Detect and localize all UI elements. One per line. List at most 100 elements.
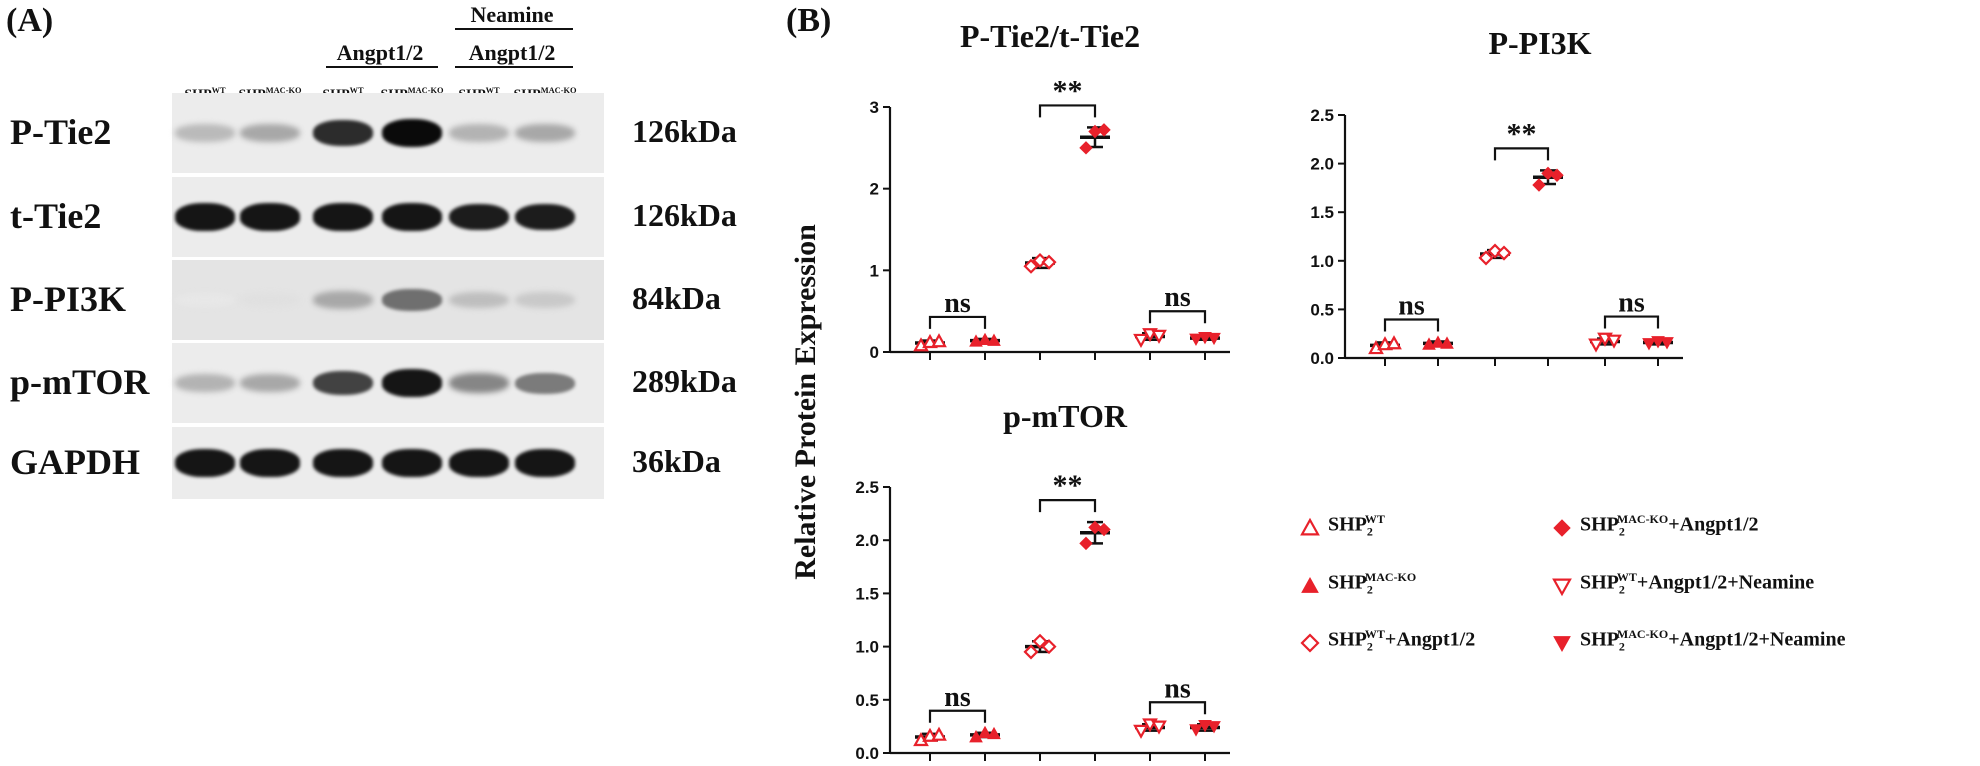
group-neamine-line (455, 28, 573, 30)
legend-marker (1300, 517, 1320, 536)
group-angpt-line (326, 66, 438, 68)
y-tick-label: 2.5 (1310, 106, 1334, 125)
legend-item: SHP2MAC-KO+Angpt1/2+Neamine (1580, 627, 1846, 654)
legend-item: SHP2WT+Angpt1/2+Neamine (1580, 570, 1815, 597)
blot-band (313, 203, 373, 231)
significance-bracket (1038, 104, 1097, 118)
chart-2-title: P-PI3K (1488, 25, 1592, 61)
y-tick-label: 0.0 (855, 744, 879, 763)
legend-marker (1301, 576, 1319, 593)
legend-item: SHP2MAC-KO+Angpt1/2 (1580, 512, 1759, 539)
data-point (987, 726, 1001, 740)
data-point (1088, 520, 1102, 535)
data-point (1642, 338, 1656, 351)
significance-label: ns (1618, 288, 1645, 319)
group-angpt-label: Angpt1/2 (336, 40, 424, 65)
data-point (1041, 639, 1057, 655)
blot-name-3: p-mTOR (10, 362, 150, 402)
blot-band (382, 449, 442, 477)
blot-band (240, 449, 300, 477)
blot-strip (172, 427, 604, 499)
blot-band (240, 123, 300, 143)
data-point (1541, 166, 1555, 181)
data-point (1440, 336, 1454, 349)
data-point (1189, 724, 1203, 737)
y-tick-label: 1.0 (1310, 252, 1334, 271)
y-tick-label: 0 (870, 343, 879, 362)
blot-band (449, 372, 509, 394)
data-point (1032, 633, 1048, 649)
legend-item: SHP2WT (1328, 512, 1385, 539)
blot-name-1: t-Tie2 (10, 196, 102, 236)
data-point (1588, 338, 1604, 353)
data-point (1079, 536, 1093, 551)
data-point (978, 332, 992, 346)
blot-name-0: P-Tie2 (10, 112, 112, 152)
blot-name-2: P-PI3K (10, 279, 126, 319)
chart-3-title: p-mTOR (1003, 398, 1127, 434)
significance-bracket (1603, 315, 1660, 329)
data-point (978, 725, 992, 739)
blot-band (313, 120, 373, 146)
blot-band (175, 124, 235, 142)
y-tick-label: 1.5 (1310, 203, 1334, 222)
group-neamine-label: Neamine (470, 2, 554, 27)
significance-bracket (928, 315, 987, 329)
blot-strip (172, 260, 604, 340)
y-tick-label: 1.5 (855, 584, 879, 603)
data-point (931, 333, 947, 348)
data-point (1496, 245, 1512, 261)
blot-band (382, 203, 442, 231)
data-point (1198, 720, 1212, 733)
data-point (1079, 141, 1093, 155)
data-point (1478, 250, 1494, 266)
blot-band (515, 123, 575, 143)
y-tick-label: 2 (870, 180, 879, 199)
data-point (931, 726, 947, 741)
blot-band (175, 292, 235, 308)
data-point (1097, 522, 1111, 537)
significance-label: ns (944, 682, 971, 713)
blot-strip (172, 343, 604, 423)
blot-band (382, 289, 442, 311)
data-point (987, 333, 1001, 346)
data-point (1189, 333, 1203, 346)
data-point (1151, 720, 1167, 735)
y-tick-label: 2.0 (1310, 155, 1334, 174)
significance-bracket (1038, 499, 1097, 513)
blot-band (382, 369, 442, 397)
data-point (969, 730, 983, 743)
data-point (1550, 168, 1564, 182)
group-neamine-angpt-label: Angpt1/2 (468, 40, 556, 65)
data-point (1023, 644, 1039, 660)
blot-kda-2: 84kDa (632, 280, 721, 316)
blot-band (449, 203, 509, 231)
significance-label: ns (1164, 673, 1191, 704)
group-neamine-angpt-line (455, 66, 573, 68)
blot-band (515, 449, 575, 477)
significance-label: ** (1053, 74, 1083, 107)
blot-band (449, 124, 509, 142)
data-point (1660, 337, 1674, 350)
legend-item: SHP2MAC-KO (1328, 570, 1417, 597)
data-point (1041, 254, 1057, 270)
blot-band (515, 291, 575, 309)
legend-marker (1553, 519, 1571, 537)
data-point (1151, 329, 1167, 344)
data-point (1133, 333, 1149, 349)
y-tick-label: 1 (870, 261, 879, 280)
y-tick-label: 0.5 (855, 691, 879, 710)
data-point (1207, 332, 1221, 346)
data-point (969, 334, 983, 347)
data-point (1023, 258, 1039, 274)
y-tick-label: 2.0 (855, 531, 879, 550)
data-point (1133, 724, 1149, 739)
blot-strip (172, 177, 604, 257)
legend-marker (1552, 578, 1572, 597)
significance-label: ** (1053, 469, 1083, 502)
legend-marker (1553, 636, 1571, 653)
y-tick-label: 2.5 (855, 478, 879, 497)
blot-kda-1: 126kDa (632, 197, 737, 233)
blot-band (515, 372, 575, 394)
